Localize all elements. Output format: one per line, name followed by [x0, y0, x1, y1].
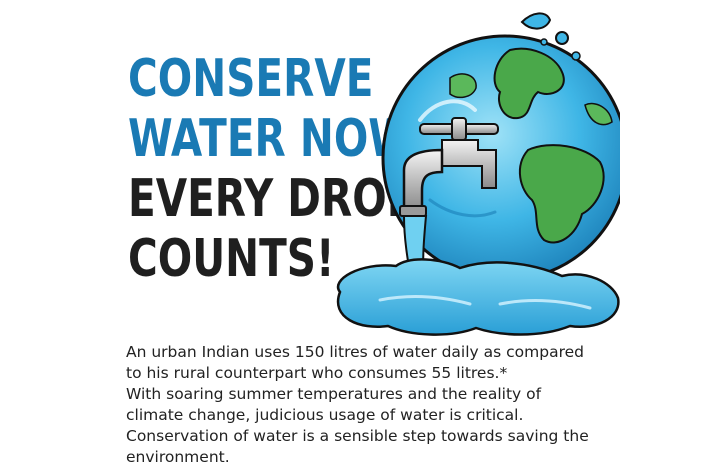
faucet-icon [399, 117, 499, 217]
headline-line-4: COUNTS! [128, 229, 335, 289]
paragraph-1: An urban Indian uses 150 litres of water… [126, 343, 584, 382]
headline-line-2: WATER NOW! [128, 109, 432, 169]
paragraph-3: Conservation of water is a sensible step… [126, 427, 589, 466]
paragraph-2: With soaring summer temperatures and the… [126, 385, 542, 424]
body-copy: An urban Indian uses 150 litres of water… [126, 342, 596, 468]
globe-illustration [336, 12, 620, 336]
headline-line-3: EVERY DROP [128, 169, 417, 229]
headline: CONSERVE WATER NOW! EVERY DROP COUNTS! [128, 52, 432, 292]
water-puddle [336, 258, 620, 336]
globe [381, 34, 620, 282]
water-droplets [520, 12, 581, 61]
headline-line-1: CONSERVE [128, 49, 374, 109]
